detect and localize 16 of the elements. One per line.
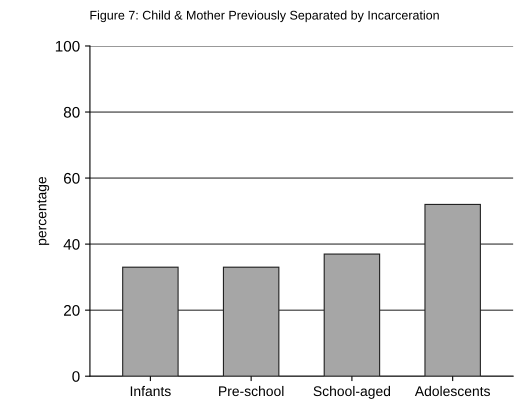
- y-tick-label: 60: [64, 172, 80, 184]
- y-tick-label: 20: [64, 305, 80, 316]
- bar: [122, 266, 179, 376]
- y-axis-title: percentage: [37, 176, 50, 245]
- y-tick-label: 0: [72, 371, 80, 382]
- x-tick-label: Adolescents: [414, 386, 490, 396]
- x-tick-label: School-aged: [314, 386, 390, 399]
- y-tick-label: 80: [64, 106, 80, 118]
- bar: [324, 253, 380, 376]
- x-tick-label: Pre-school: [219, 386, 284, 396]
- bar: [222, 266, 280, 376]
- bar: [424, 204, 481, 376]
- y-tick-label: 100: [56, 40, 80, 52]
- chart-title: Figure 7: Child & Mother Previously Separated by Incarceration: [90, 10, 439, 22]
- y-tick-label: 40: [64, 238, 80, 250]
- x-tick-label: Infants: [130, 386, 171, 396]
